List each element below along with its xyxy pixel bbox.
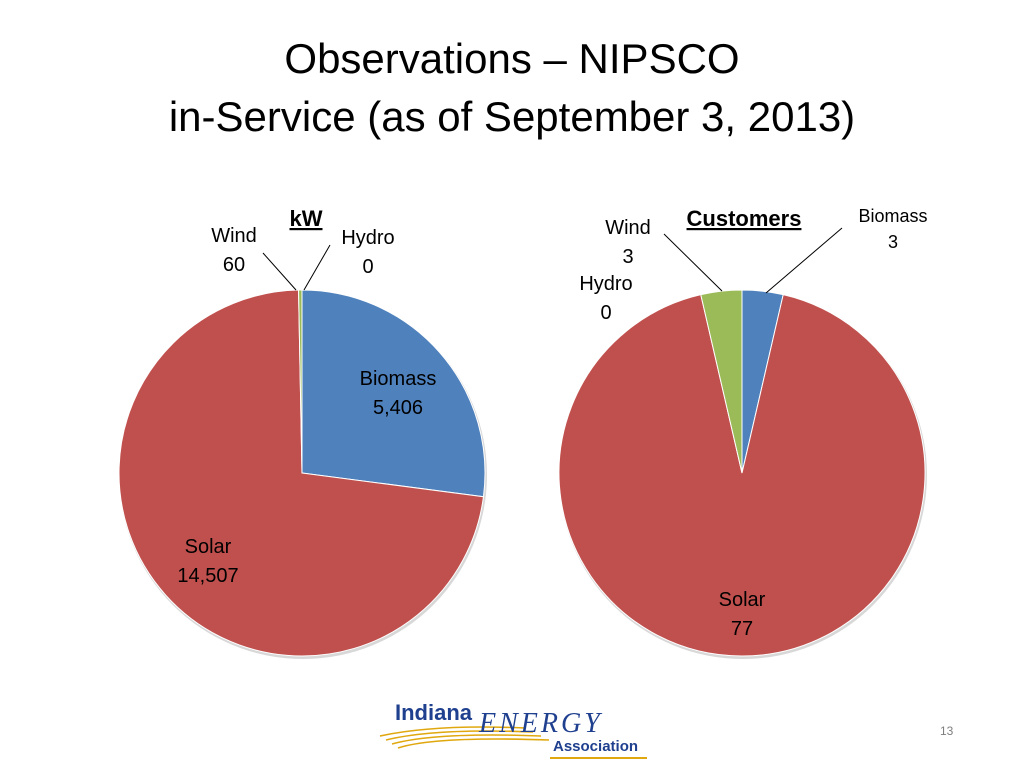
data-label-category: Solar: [185, 536, 232, 558]
pie-chart-customers: Customers Biomass 3 Solar 77 Wind 3 Hydro 0: [558, 206, 928, 659]
logo-swoosh-stroke: [391, 734, 542, 745]
indiana-energy-association-logo: Indiana ENERGY Association: [375, 698, 655, 760]
pie-slice-biomass: [301, 289, 486, 498]
data-label-solar: Solar 14,507: [177, 536, 238, 587]
data-label-hydro: Hydro 0: [579, 273, 632, 324]
logo-swoosh-stroke: [385, 730, 534, 741]
pie-slice-solar: [118, 289, 485, 657]
data-label-category: Wind: [605, 217, 651, 239]
pie-chart-kw: kW Biomass 5,406 Solar 14,507 Wind 60 Hydro 0: [118, 206, 487, 659]
chart-title: kW: [290, 206, 323, 231]
leader-line-hydro: [303, 244, 331, 291]
pie-slice-solar: [558, 294, 926, 657]
logo-text-energy: ENERGY: [479, 708, 603, 739]
leader-line-biomass: [765, 227, 843, 294]
data-label-value: 60: [223, 254, 245, 276]
data-label-category: Biomass: [858, 206, 927, 226]
pie-slice-wind: [298, 289, 303, 474]
data-label-category: Biomass: [360, 368, 437, 390]
data-label-hydro: Hydro 0: [341, 227, 394, 278]
data-label-biomass: Biomass 3: [858, 206, 927, 252]
data-label-biomass: Biomass 5,406: [360, 368, 437, 419]
data-label-solar: Solar 77: [719, 589, 766, 640]
logo-swoosh-stroke: [397, 738, 550, 749]
data-label-value: 3: [622, 246, 633, 268]
pie-slice-wind: [700, 289, 743, 474]
data-label-category: Solar: [719, 589, 766, 611]
slide-title-line-1: Observations – NIPSCO: [284, 35, 740, 82]
data-label-value: 3: [888, 232, 898, 252]
data-label-wind: Wind 60: [211, 225, 257, 276]
leader-line-wind: [663, 233, 723, 292]
slide-title-line-2: in-Service (as of September 3, 2013): [168, 93, 856, 140]
logo-text-association: Association: [553, 738, 639, 755]
data-label-category: Hydro: [341, 227, 394, 249]
data-label-value: 77: [731, 618, 753, 640]
data-label-value: 14,507: [177, 565, 238, 587]
chart-title: Customers: [687, 206, 802, 231]
page-number: 13: [940, 724, 954, 738]
slide-title: Observations – NIPSCO in-Service (as of …: [0, 30, 1024, 146]
logo-text-indiana: Indiana: [395, 700, 473, 725]
logo-swoosh-stroke: [379, 726, 526, 737]
data-label-category: Hydro: [579, 273, 632, 295]
data-label-value: 0: [600, 302, 611, 324]
logo-swoosh-icon: [379, 726, 647, 759]
leader-line-wind: [262, 252, 297, 291]
data-label-wind: Wind 3: [605, 217, 651, 268]
data-label-value: 5,406: [373, 397, 423, 419]
data-label-value: 0: [362, 256, 373, 278]
data-label-category: Wind: [211, 225, 257, 247]
